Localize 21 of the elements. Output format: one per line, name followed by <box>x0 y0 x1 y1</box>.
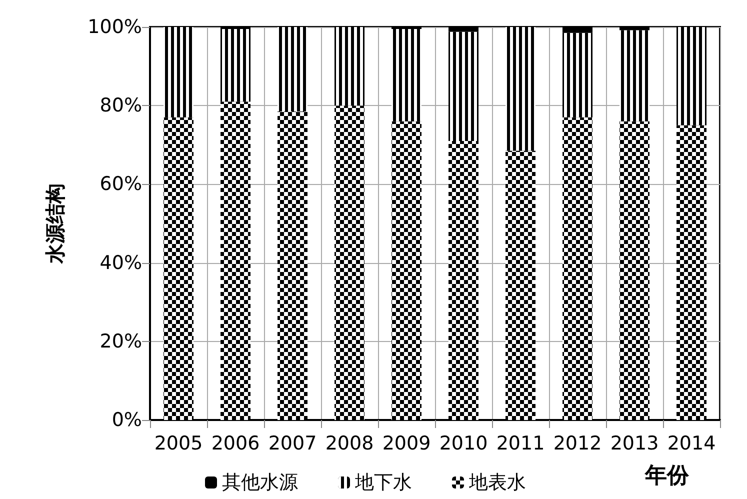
x-tick-label: 2014 <box>667 432 716 454</box>
x-tick-label: 2007 <box>268 432 317 454</box>
x-tick-label: 2008 <box>325 432 374 454</box>
x-tick-label: 2005 <box>154 432 203 454</box>
x-axis-title: 年份 <box>644 464 690 488</box>
x-tick-label: 2010 <box>439 432 488 454</box>
legend-label: 地下水 <box>354 472 412 494</box>
y-axis-title: 水源结构 <box>43 184 67 264</box>
y-tick-label: 60% <box>100 173 142 196</box>
y-tick-label: 80% <box>100 94 142 117</box>
legend-label: 地表水 <box>468 472 526 494</box>
y-tick-label: 20% <box>100 330 142 352</box>
x-tick-label: 2012 <box>553 432 602 454</box>
legend-label: 其他水源 <box>222 472 298 494</box>
x-tick-label: 2009 <box>382 432 431 454</box>
y-tick-label: 100% <box>88 16 142 38</box>
x-tick-label: 2013 <box>610 432 659 454</box>
x-tick-label: 2011 <box>496 432 545 454</box>
y-tick-label: 0% <box>112 409 142 431</box>
x-tick-label: 2006 <box>211 432 260 454</box>
y-tick-label: 40% <box>100 252 142 274</box>
